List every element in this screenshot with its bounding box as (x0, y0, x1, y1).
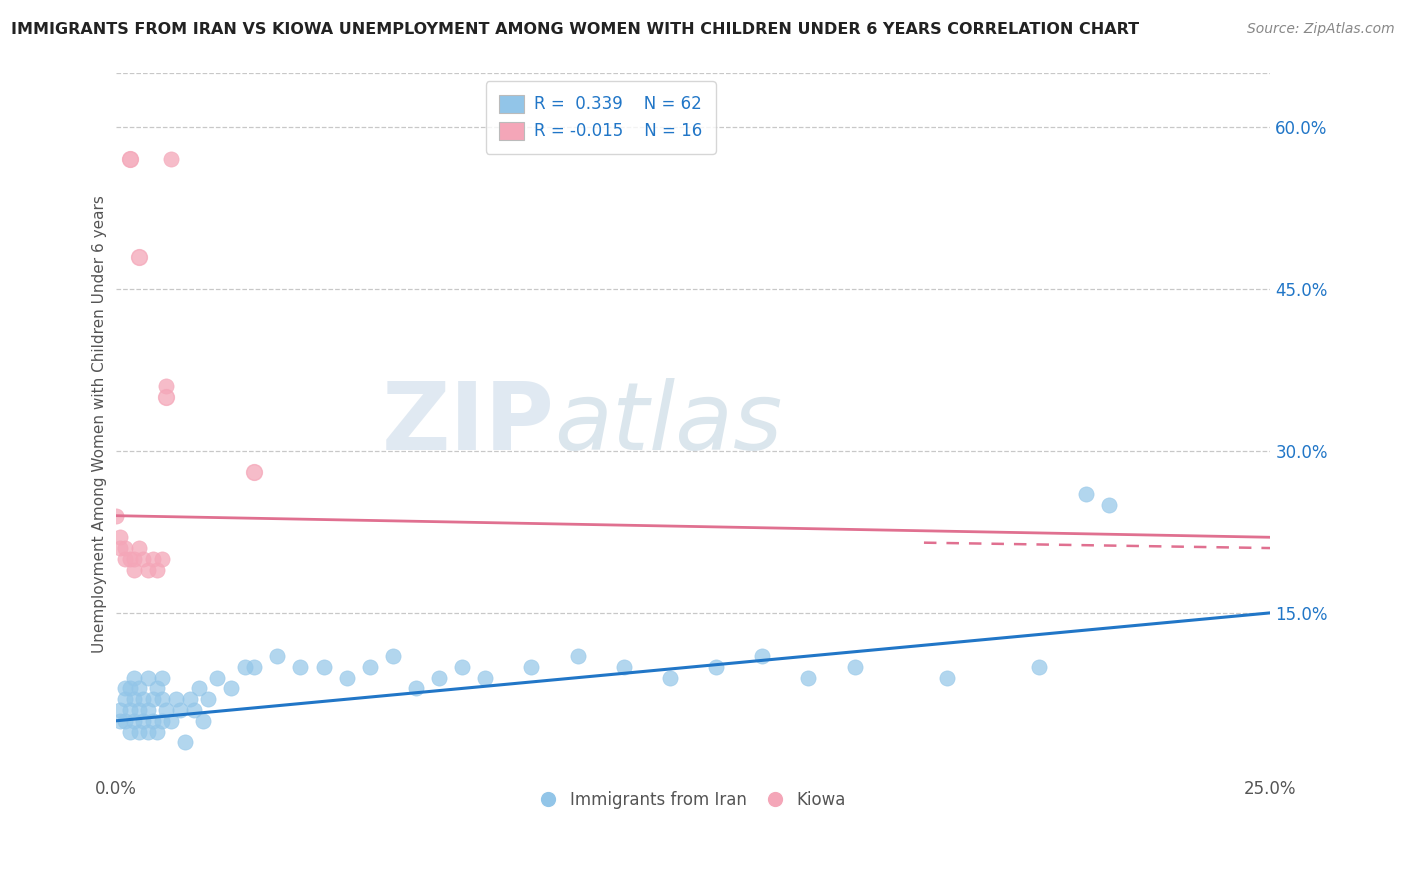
Point (114, 552, 136, 566)
Point (155, 379, 177, 393)
Point (266, 648, 288, 663)
Point (193, 714, 215, 728)
Point (128, 541, 150, 555)
Point (122, 671, 145, 685)
Point (122, 552, 145, 566)
Point (359, 660, 381, 674)
Point (142, 692, 165, 706)
Point (146, 724, 169, 739)
Point (243, 466, 266, 480)
Point (132, 692, 155, 706)
Point (118, 681, 141, 696)
Point (844, 660, 866, 674)
Point (114, 681, 136, 696)
Point (114, 714, 136, 728)
Text: ZIP: ZIP (381, 378, 554, 470)
Y-axis label: Unemployment Among Women with Children Under 6 years: Unemployment Among Women with Children U… (93, 195, 107, 653)
Point (174, 735, 197, 749)
Point (613, 660, 636, 674)
Point (110, 714, 132, 728)
Point (118, 552, 141, 566)
Point (114, 692, 136, 706)
Point (451, 660, 474, 674)
Point (132, 714, 155, 728)
Point (136, 671, 159, 685)
Point (290, 660, 312, 674)
Text: atlas: atlas (554, 378, 783, 469)
Point (233, 660, 256, 674)
Point (704, 660, 727, 674)
Point (118, 703, 141, 717)
Point (183, 703, 205, 717)
Point (567, 648, 589, 663)
Point (110, 530, 132, 544)
Point (243, 660, 266, 674)
Point (122, 692, 145, 706)
Point (150, 552, 173, 566)
Point (1074, 487, 1097, 501)
Point (136, 724, 159, 739)
Point (136, 703, 159, 717)
Point (104, 508, 127, 523)
Point (118, 724, 141, 739)
Point (160, 153, 183, 167)
Point (1098, 498, 1121, 512)
Point (110, 703, 132, 717)
Point (150, 714, 173, 728)
Point (336, 671, 359, 685)
Text: IMMIGRANTS FROM IRAN VS KIOWA UNEMPLOYMENT AMONG WOMEN WITH CHILDREN UNDER 6 YEA: IMMIGRANTS FROM IRAN VS KIOWA UNEMPLOYME… (11, 22, 1139, 37)
Point (179, 692, 201, 706)
Point (122, 714, 145, 728)
Point (142, 714, 165, 728)
Point (427, 671, 450, 685)
Point (128, 681, 150, 696)
Point (142, 552, 165, 566)
Point (122, 563, 145, 577)
Point (197, 692, 219, 706)
Point (160, 714, 183, 728)
Text: Source: ZipAtlas.com: Source: ZipAtlas.com (1247, 22, 1395, 37)
Point (136, 563, 159, 577)
Point (128, 724, 150, 739)
Point (936, 671, 959, 685)
Point (118, 153, 141, 167)
Point (169, 703, 191, 717)
Point (146, 681, 169, 696)
Point (381, 648, 404, 663)
Point (797, 671, 820, 685)
Point (207, 671, 229, 685)
Point (155, 390, 177, 404)
Point (751, 648, 773, 663)
Point (1028, 660, 1050, 674)
Point (146, 563, 169, 577)
Point (520, 660, 543, 674)
Point (114, 541, 136, 555)
Point (128, 250, 150, 264)
Point (405, 681, 427, 696)
Point (474, 671, 496, 685)
Point (128, 703, 150, 717)
Point (312, 660, 335, 674)
Legend: Immigrants from Iran, Kiowa: Immigrants from Iran, Kiowa (533, 784, 853, 815)
Point (155, 703, 177, 717)
Point (658, 671, 681, 685)
Point (219, 681, 242, 696)
Point (150, 692, 173, 706)
Point (187, 681, 209, 696)
Point (132, 552, 155, 566)
Point (150, 671, 173, 685)
Point (110, 541, 132, 555)
Point (165, 692, 187, 706)
